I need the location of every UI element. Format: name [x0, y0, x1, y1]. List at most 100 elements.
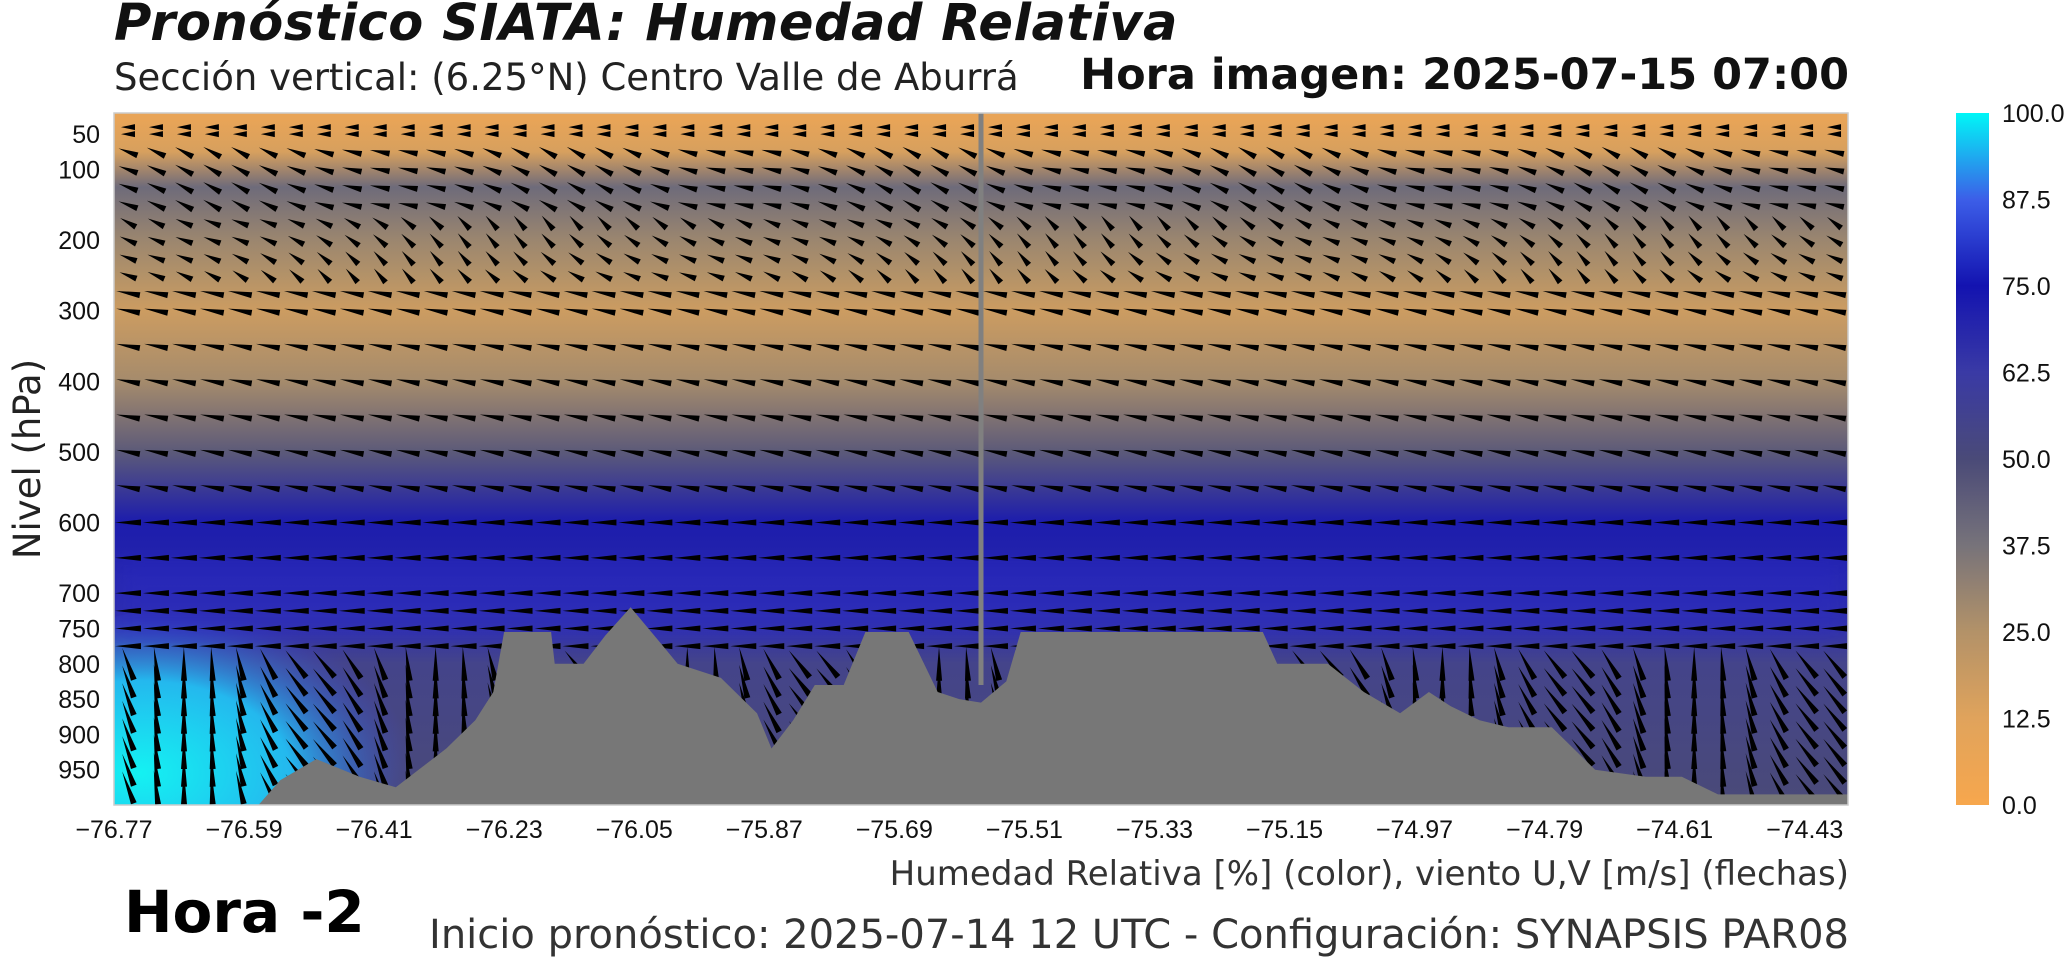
- wind-arrow: [181, 646, 188, 681]
- wind-arrow: [594, 182, 614, 195]
- wind-arrow: [788, 667, 812, 697]
- wind-arrow: [1462, 235, 1480, 248]
- wind-arrow: [1093, 554, 1120, 561]
- wind-arrow: [203, 219, 222, 229]
- wind-arrow: [232, 124, 247, 131]
- wind-arrow: [674, 590, 701, 597]
- wind-arrow: [1458, 343, 1483, 352]
- wind-arrow: [763, 701, 782, 734]
- wind-arrow: [1067, 308, 1092, 316]
- wind-arrow: [1513, 590, 1540, 597]
- wind-arrow: [311, 343, 337, 352]
- wind-arrow: [1687, 131, 1702, 138]
- wind-arrow: [563, 379, 588, 387]
- wind-arrow: [1128, 251, 1144, 266]
- wind-arrow: [789, 149, 810, 158]
- wind-arrow: [172, 414, 197, 422]
- wind-arrow: [228, 449, 253, 457]
- wind-arrow: [1069, 150, 1090, 157]
- wind-arrow: [1211, 131, 1226, 138]
- wind-arrow: [1430, 449, 1455, 457]
- wind-arrow: [507, 449, 532, 457]
- wind-arrow: [311, 485, 337, 493]
- wind-arrow: [401, 250, 416, 267]
- wind-arrow: [200, 414, 225, 422]
- wind-arrow: [1401, 607, 1428, 614]
- wind-arrow: [562, 643, 589, 650]
- wind-arrow: [1128, 233, 1144, 249]
- wind-arrow: [1404, 202, 1425, 210]
- x-tick-label: −76.05: [596, 816, 673, 844]
- wind-arrow: [450, 607, 477, 614]
- wind-arrow: [954, 625, 981, 632]
- wind-arrow: [1485, 590, 1512, 597]
- wind-arrow: [1323, 131, 1338, 138]
- wind-arrow: [231, 199, 251, 213]
- wind-arrow: [1542, 379, 1567, 387]
- wind-arrow: [814, 607, 841, 614]
- wind-arrow: [285, 667, 309, 697]
- wind-arrow: [1234, 485, 1260, 493]
- wind-arrow: [534, 554, 561, 561]
- wind-arrow: [311, 449, 337, 457]
- wind-arrow: [652, 131, 667, 138]
- wind-arrow: [1659, 131, 1674, 138]
- wind-arrow: [591, 449, 616, 457]
- wind-arrow: [647, 308, 672, 316]
- wind-arrow: [512, 269, 529, 284]
- wind-arrow: [484, 131, 499, 138]
- wind-arrow: [870, 590, 897, 597]
- wind-arrow: [144, 308, 169, 316]
- wind-arrow: [1153, 184, 1174, 193]
- wind-arrow: [116, 343, 141, 352]
- wind-arrow: [142, 643, 169, 650]
- wind-arrow: [1632, 682, 1647, 717]
- wind-arrow: [116, 290, 141, 299]
- wind-arrow: [1793, 554, 1820, 561]
- wind-arrow: [1826, 216, 1843, 231]
- colorbar-tick-label: 87.5: [2002, 187, 2051, 215]
- wind-arrow: [1738, 379, 1763, 387]
- wind-arrow: [1796, 150, 1817, 157]
- wind-arrow: [1373, 643, 1400, 650]
- wind-arrow: [1766, 308, 1791, 316]
- wind-arrow: [1687, 124, 1702, 131]
- wind-arrow: [540, 131, 555, 138]
- wind-arrow: [1576, 268, 1591, 285]
- wind-arrow: [1519, 251, 1535, 267]
- wind-arrow: [114, 643, 141, 650]
- wind-arrow: [1206, 379, 1232, 387]
- wind-arrow: [1039, 290, 1064, 299]
- wind-arrow: [311, 379, 337, 387]
- wind-arrow: [1712, 184, 1733, 194]
- wind-arrow: [1178, 290, 1204, 299]
- wind-arrow: [1825, 254, 1844, 265]
- wind-arrow: [730, 554, 757, 561]
- wind-arrow: [568, 252, 585, 266]
- wind-arrow: [1434, 236, 1452, 247]
- wind-arrow: [260, 736, 279, 769]
- wind-arrow: [568, 124, 583, 131]
- wind-arrow: [1097, 150, 1118, 157]
- wind-arrow: [1603, 131, 1618, 138]
- wind-arrow: [788, 650, 812, 680]
- wind-arrow: [1289, 519, 1316, 526]
- wind-arrow: [1664, 682, 1671, 717]
- wind-arrow: [1653, 607, 1680, 614]
- wind-arrow: [506, 590, 533, 597]
- wind-arrow: [394, 625, 421, 632]
- wind-arrow: [342, 720, 364, 751]
- wind-arrow: [758, 607, 785, 614]
- wind-arrow: [1123, 449, 1148, 457]
- wind-arrow: [342, 649, 364, 680]
- wind-arrow: [789, 184, 810, 193]
- wind-arrow: [736, 124, 751, 131]
- wind-arrow: [759, 449, 784, 457]
- wind-arrow: [815, 290, 840, 299]
- wind-arrow: [1097, 203, 1118, 210]
- wind-arrow: [819, 253, 837, 265]
- wind-arrow: [675, 343, 700, 352]
- wind-arrow: [535, 485, 560, 493]
- wind-arrow: [366, 643, 393, 650]
- wind-arrow: [254, 625, 281, 632]
